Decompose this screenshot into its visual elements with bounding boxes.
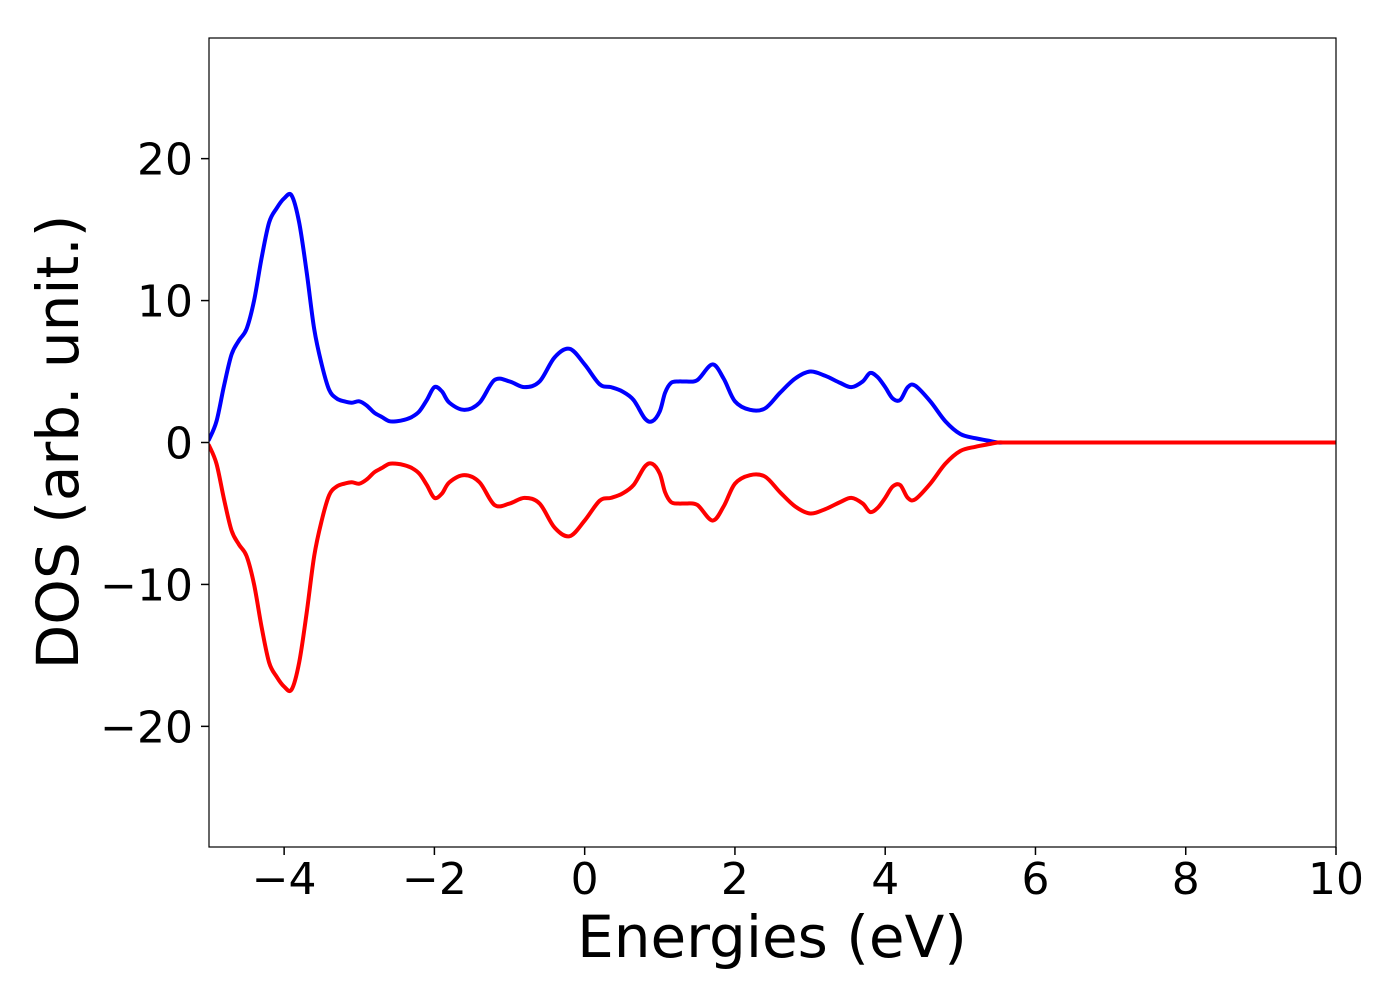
- x-tick-label: −2: [402, 854, 467, 905]
- dos-series-line-down: [209, 440, 1336, 693]
- y-axis-title: DOS (arb. unit.): [24, 215, 92, 670]
- x-tick-label: 4: [871, 854, 899, 905]
- x-tick-label: −4: [252, 854, 317, 905]
- y-tick-label: −10: [100, 560, 193, 611]
- series-layer: [209, 192, 1336, 693]
- y-tick-label: 10: [137, 277, 193, 328]
- x-axis-title: Energies (eV): [577, 903, 967, 971]
- x-tick-label: 2: [721, 854, 749, 905]
- y-tick-label: 0: [165, 419, 193, 470]
- y-tick-label: 20: [137, 135, 193, 186]
- dos-series-line-up: [209, 192, 1336, 445]
- x-tick-label: 6: [1021, 854, 1049, 905]
- x-tick-label: 8: [1172, 854, 1200, 905]
- x-tick-label: 10: [1308, 854, 1364, 905]
- y-tick-label: −20: [100, 702, 193, 753]
- x-tick-label: 0: [571, 854, 599, 905]
